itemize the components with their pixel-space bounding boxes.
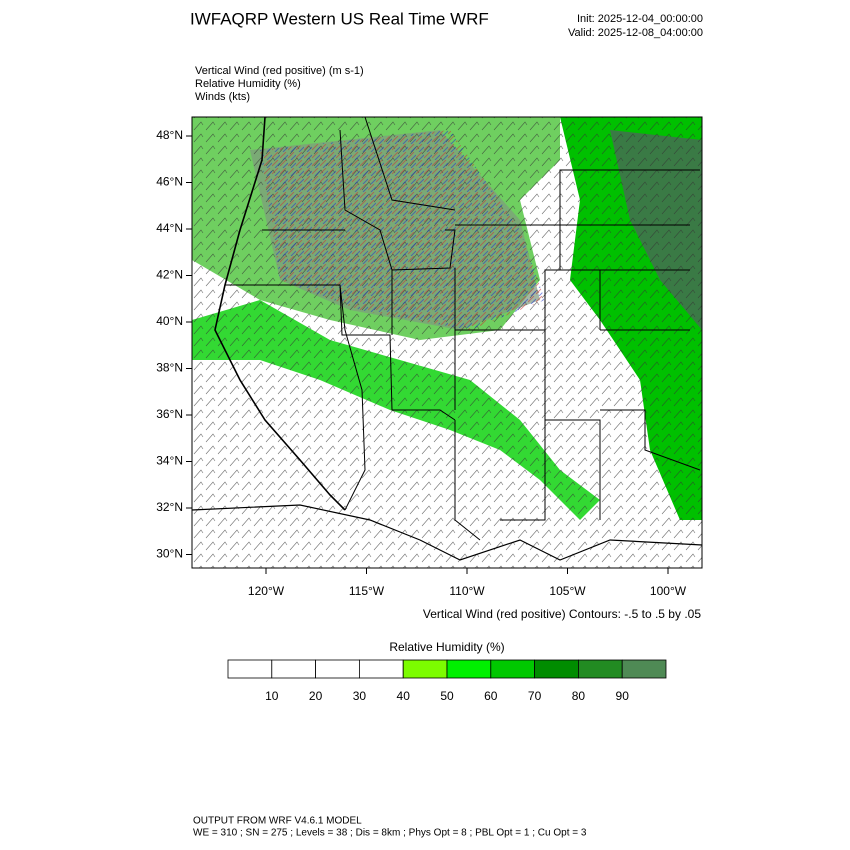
lat-label: 38°N bbox=[156, 361, 183, 375]
colorbar-label: 50 bbox=[440, 689, 454, 703]
contour-note: Vertical Wind (red positive) Contours: -… bbox=[423, 607, 701, 621]
lon-label: 115°W bbox=[349, 584, 385, 598]
colorbar-label: 40 bbox=[397, 689, 411, 703]
colorbar-box bbox=[358, 659, 404, 679]
lat-labels: 48°N 46°N 44°N 42°N 40°N 38°N 36°N 34°N 32°N 30°N bbox=[156, 128, 192, 561]
lat-label: 40°N bbox=[156, 314, 183, 328]
map bbox=[191, 116, 703, 569]
footer-line: WE = 310 ; SN = 275 ; Levels = 38 ; Dis … bbox=[193, 828, 587, 839]
colorbar-box bbox=[271, 659, 316, 679]
lon-label: 110°W bbox=[449, 584, 485, 598]
lat-label: 36°N bbox=[156, 407, 183, 421]
colorbar-title: Relative Humidity (%) bbox=[389, 640, 504, 654]
colorbar-label: 60 bbox=[484, 689, 498, 703]
colorbar-box bbox=[534, 659, 579, 679]
colorbar-label: 80 bbox=[572, 689, 586, 703]
lat-label: 48°N bbox=[156, 128, 183, 142]
field-label: Winds (kts) bbox=[195, 91, 250, 103]
colorbar-box bbox=[621, 659, 667, 679]
valid-time: Valid: 2025-12-08_04:00:00 bbox=[568, 27, 703, 39]
init-time: Init: 2025-12-04_00:00:00 bbox=[577, 13, 703, 25]
colorbar: 10 20 30 40 50 60 70 80 90 bbox=[227, 659, 667, 703]
lat-label: 42°N bbox=[156, 268, 183, 282]
colorbar-box bbox=[578, 659, 623, 679]
colorbar-label: 20 bbox=[309, 689, 323, 703]
lon-labels: 120°W 115°W 110°W 105°W 100°W bbox=[248, 568, 687, 598]
lat-label: 46°N bbox=[156, 175, 183, 189]
lat-label: 44°N bbox=[156, 221, 183, 235]
colorbar-label: 10 bbox=[265, 689, 279, 703]
field-label: Vertical Wind (red positive) (m s-1) bbox=[195, 65, 364, 77]
lon-label: 100°W bbox=[650, 584, 687, 598]
colorbar-label: 70 bbox=[528, 689, 542, 703]
footer-line: OUTPUT FROM WRF V4.6.1 MODEL bbox=[193, 816, 362, 827]
title: IWFAQRP Western US Real Time WRF bbox=[190, 9, 489, 28]
lon-label: 120°W bbox=[248, 584, 285, 598]
colorbar-box bbox=[402, 659, 448, 679]
field-label: Relative Humidity (%) bbox=[195, 78, 301, 90]
lat-label: 32°N bbox=[156, 500, 183, 514]
colorbar-label: 90 bbox=[616, 689, 630, 703]
colorbar-box bbox=[315, 659, 360, 679]
lat-label: 34°N bbox=[156, 454, 183, 468]
colorbar-box bbox=[446, 659, 492, 679]
colorbar-box bbox=[227, 659, 273, 679]
colorbar-label: 30 bbox=[353, 689, 367, 703]
lat-label: 30°N bbox=[156, 547, 183, 561]
lon-label: 105°W bbox=[549, 584, 586, 598]
colorbar-box bbox=[490, 659, 535, 679]
